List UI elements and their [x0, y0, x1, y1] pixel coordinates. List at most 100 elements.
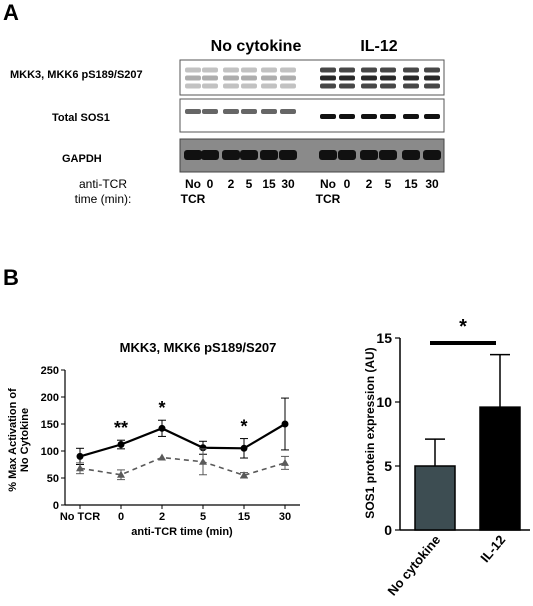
blot-band: [423, 150, 441, 160]
blot-band: [339, 67, 355, 73]
lane-label: 30: [425, 177, 439, 191]
blot-band: [361, 83, 377, 89]
data-point: [199, 444, 207, 452]
blot-sos1: [179, 98, 445, 133]
lane-sublabel: TCR: [181, 192, 206, 206]
significance-marker: **: [114, 418, 128, 438]
group-label-no-cytokine: No cytokine: [211, 38, 302, 55]
blot-band: [280, 109, 296, 114]
blot-band: [361, 75, 377, 81]
x-tick-label: 15: [238, 511, 250, 523]
blot-band: [424, 67, 440, 73]
row-label-mkk: MKK3, MKK6 pS189/S207: [10, 69, 143, 81]
blot-band: [424, 75, 440, 81]
data-point: [240, 471, 248, 479]
blot-band: [201, 150, 219, 160]
line-chart-ylabel-2: No Cytokine: [19, 408, 31, 472]
significance-marker: *: [459, 316, 467, 338]
line-chart-ylabel-1: % Max Activation of: [7, 388, 19, 492]
y-tick-label: 10: [376, 394, 392, 410]
x-tick-label: IL-12: [477, 532, 508, 565]
x-tick-label: 0: [118, 511, 124, 523]
blot-band: [320, 75, 336, 81]
series-line: [79, 456, 286, 477]
lane-label: No: [320, 177, 336, 191]
line-chart-xlabel: anti-TCR time (min): [131, 526, 233, 538]
lane-axis-label-2: time (min):: [75, 192, 132, 206]
blot-band: [403, 83, 419, 89]
significance-marker: *: [240, 417, 247, 437]
blot-band: [339, 75, 355, 81]
data-point: [199, 457, 207, 465]
blot-band: [223, 67, 239, 73]
x-tick-label: No TCR: [60, 511, 100, 523]
y-tick-label: 250: [41, 365, 59, 377]
data-point: [158, 424, 166, 432]
blot-band: [261, 75, 277, 81]
blot-band: [223, 83, 239, 89]
blot-band: [202, 75, 218, 81]
blot-band: [424, 83, 440, 89]
blot-band: [379, 150, 397, 160]
lane-label: 15: [262, 177, 276, 191]
blot-band: [338, 150, 356, 160]
blot-band: [240, 150, 258, 160]
blot-band: [241, 75, 257, 81]
y-tick-label: 5: [384, 458, 392, 474]
lane-label: 15: [404, 177, 418, 191]
data-point: [281, 458, 289, 466]
blot-band: [202, 109, 218, 114]
bar: [414, 465, 456, 531]
blot-band: [380, 114, 396, 119]
y-tick-label: 0: [384, 522, 392, 538]
y-tick-label: 15: [376, 330, 392, 346]
blot-band: [185, 83, 201, 89]
row-label-gapdh: GAPDH: [62, 153, 102, 165]
blot-band: [339, 114, 355, 119]
blot-band: [339, 83, 355, 89]
blot-band: [403, 67, 419, 73]
data-point: [76, 452, 84, 460]
y-tick-label: 200: [41, 392, 59, 404]
lane-label: 0: [344, 177, 351, 191]
blot-band: [185, 75, 201, 81]
lane-label: No: [185, 177, 201, 191]
y-tick-label: 0: [53, 500, 59, 512]
blot-band: [361, 114, 377, 119]
blot-band: [261, 109, 277, 114]
panel-a-label: A: [3, 0, 19, 25]
blot-band: [403, 75, 419, 81]
group-label-il12: IL-12: [360, 38, 397, 55]
blot-band: [185, 67, 201, 73]
blot-band: [380, 67, 396, 73]
blot-band: [202, 83, 218, 89]
blot-band: [320, 83, 336, 89]
data-point: [240, 444, 248, 452]
lane-sublabel: TCR: [316, 192, 341, 206]
blot-band: [403, 114, 419, 119]
blot-band: [280, 75, 296, 81]
blot-band: [380, 83, 396, 89]
blot-band: [185, 109, 201, 114]
bar-chart: 0 5 10 15 No cytokine IL-12 *: [376, 316, 530, 598]
blot-band: [261, 83, 277, 89]
x-tick-label: 5: [200, 511, 206, 523]
blot-band: [202, 67, 218, 73]
blot-band: [241, 83, 257, 89]
row-label-sos1: Total SOS1: [52, 112, 110, 124]
blot-band: [241, 67, 257, 73]
y-tick-label: 100: [41, 446, 59, 458]
blot-band: [360, 150, 378, 160]
blot-band: [361, 67, 377, 73]
blot-band: [184, 150, 202, 160]
panel-b-label: B: [3, 265, 19, 290]
series-line: [79, 423, 286, 458]
blot-band: [279, 150, 297, 160]
blot-band: [380, 75, 396, 81]
blot-band: [223, 75, 239, 81]
blot-band: [241, 109, 257, 114]
data-point: [281, 420, 289, 428]
